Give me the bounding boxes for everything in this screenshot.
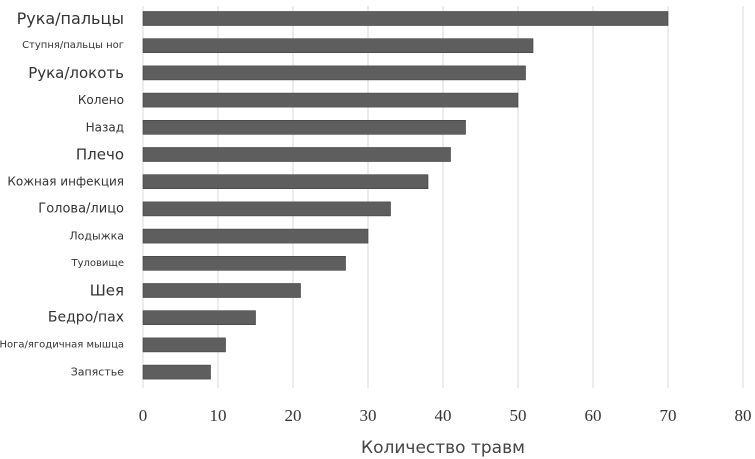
bar (142, 283, 301, 298)
x-tick-label: 20 (285, 406, 302, 425)
x-tick-label: 80 (735, 406, 752, 425)
x-tick-labels: 0 10 20 30 40 50 60 70 80 (139, 406, 752, 425)
category-label: Нога/ягодичная мышца (0, 339, 124, 350)
bar (142, 120, 466, 135)
category-label: Туловище (71, 258, 125, 269)
category-labels: Рука/пальцы Ступня/пальцы ног Рука/локоть К… (0, 9, 124, 379)
category-label: Рука/локоть (28, 64, 124, 82)
category-label: Кожная инфекция (7, 175, 124, 189)
category-label: Голова/лицо (38, 201, 124, 216)
bars (142, 11, 669, 380)
bar (142, 38, 534, 54)
category-label: Ступня/пальцы ног (22, 40, 124, 51)
bar (142, 11, 669, 26)
category-label: Лодыжка (69, 230, 124, 243)
bar (142, 201, 391, 217)
bar (142, 228, 369, 244)
bar (142, 364, 211, 380)
category-label: Назад (86, 120, 124, 134)
x-tick-label: 50 (510, 406, 527, 425)
bar (142, 147, 451, 162)
bar (142, 65, 526, 81)
x-tick-label: 30 (360, 406, 377, 425)
category-label: Шея (90, 282, 124, 300)
category-label: Рука/пальцы (17, 9, 124, 28)
bar (142, 255, 346, 271)
x-tick-label: 70 (660, 406, 677, 425)
x-tick-label: 60 (585, 406, 602, 425)
x-tick-label: 40 (435, 406, 452, 425)
bar (142, 310, 256, 326)
category-label: Бедро/пах (48, 310, 124, 326)
x-tick-label: 0 (139, 406, 148, 425)
x-axis-label: Количество травм (361, 438, 525, 458)
bar (142, 92, 519, 108)
gridlines (142, 6, 744, 388)
category-label: Плечо (76, 146, 124, 164)
category-label: Запястье (71, 366, 125, 379)
x-tick-label: 10 (210, 406, 227, 425)
category-label: Колено (78, 93, 124, 107)
bar (142, 174, 429, 189)
bar (142, 337, 226, 353)
